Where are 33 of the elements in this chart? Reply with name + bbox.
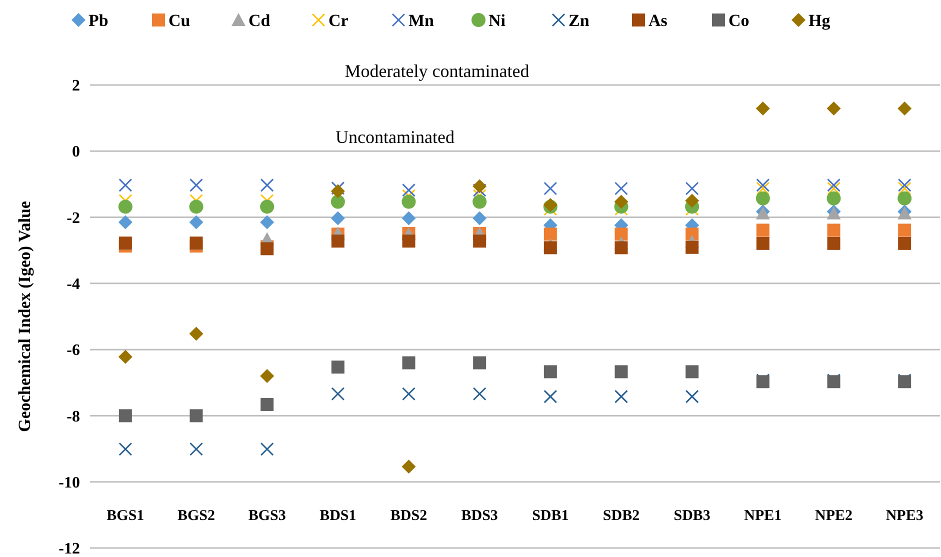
y-tick-label: -2 <box>66 210 80 227</box>
x-tick-label: BDS1 <box>320 508 356 524</box>
x-tick-label: BGS3 <box>248 508 286 524</box>
legend-label: Zn <box>568 10 590 30</box>
y-tick-label: -6 <box>66 342 80 360</box>
y-tick-label: 2 <box>72 78 80 95</box>
x-tick-label: BGS2 <box>177 508 216 524</box>
legend-label: Ni <box>488 10 506 30</box>
x-tick-label: NPE2 <box>815 508 852 524</box>
legend-label: As <box>648 10 668 30</box>
y-tick-label: -8 <box>66 408 80 426</box>
y-tick-label: -4 <box>66 276 80 294</box>
y-tick-label: -10 <box>58 474 80 492</box>
x-tick-label: BDS2 <box>390 508 428 524</box>
x-tick-label: SDB2 <box>602 508 640 524</box>
text: Moderately contaminated <box>344 61 530 81</box>
x-tick-label: SDB1 <box>532 508 569 524</box>
annotation: Uncontaminated <box>336 127 454 148</box>
legend-label: Cu <box>168 10 190 30</box>
x-tick-label: BGS1 <box>106 508 144 524</box>
legend-label: Cr <box>328 10 349 30</box>
legend-label: Cd <box>248 10 271 30</box>
x-tick-label: BDS3 <box>461 508 498 524</box>
legend-label: Hg <box>808 10 831 30</box>
legend-label: Co <box>728 10 750 30</box>
y-tick-label: -12 <box>58 540 80 557</box>
x-tick-label: NPE3 <box>886 508 924 524</box>
y-tick-label: 0 <box>72 144 80 161</box>
x-tick-label: NPE1 <box>744 508 782 524</box>
legend-label: Mn <box>408 10 435 30</box>
x-tick-label: SDB3 <box>674 508 710 524</box>
y-axis-title: Geochemical Index (Igeo) Value <box>15 200 34 432</box>
legend-label: Pb <box>88 10 108 30</box>
